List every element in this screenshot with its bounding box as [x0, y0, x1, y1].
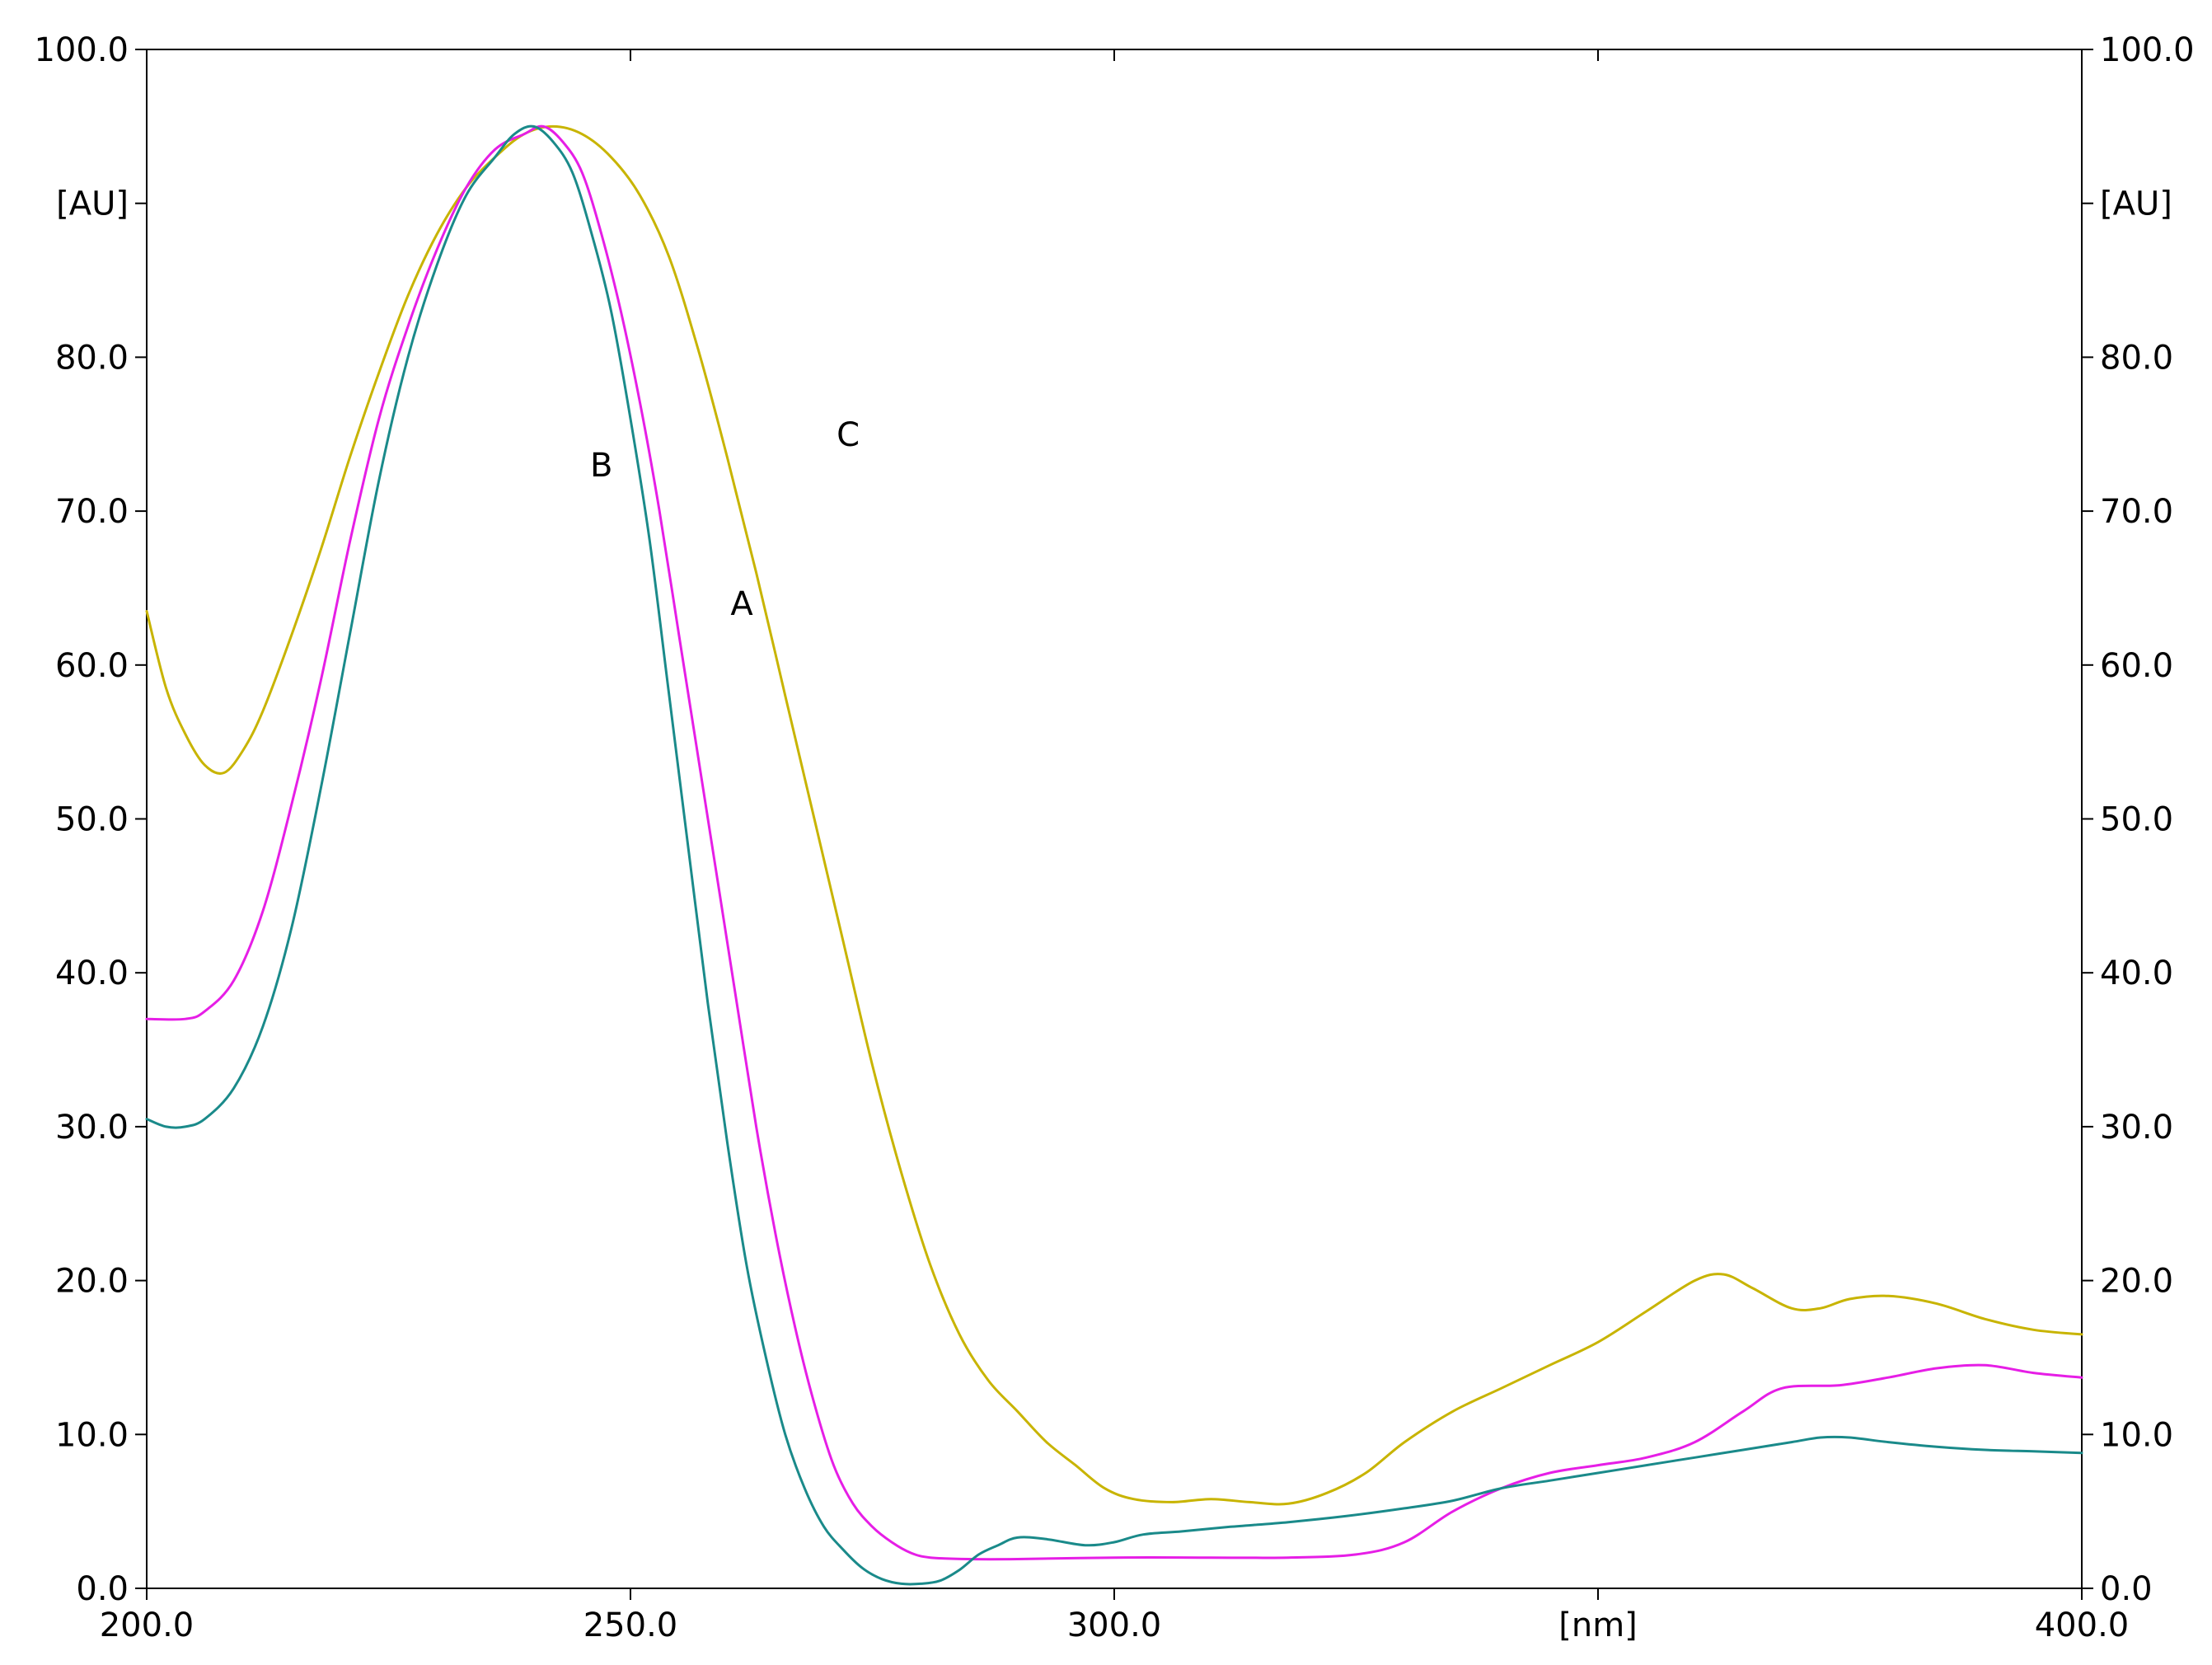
labels-layer: A B C — [590, 416, 860, 623]
y-tick-label-left: 80.0 — [55, 339, 129, 377]
y-axis-unit-label-left: [AU] — [56, 185, 129, 223]
series-line-a — [145, 124, 2083, 1561]
x-tick-label: 300.0 — [1067, 1606, 1162, 1644]
x-tick-label: 200.0 — [100, 1606, 194, 1644]
y-tick-label-left: 10.0 — [55, 1416, 129, 1454]
y-tick-label-left: 0.0 — [76, 1570, 129, 1608]
y-tick-label-right: 100.0 — [2100, 31, 2195, 69]
x-tick-label: 400.0 — [2035, 1606, 2130, 1644]
series-layer — [145, 124, 2083, 1586]
x-axis-unit-label: [nm] — [1558, 1606, 1638, 1644]
y-tick-label-right: 20.0 — [2100, 1263, 2173, 1301]
y-tick-label-right: 10.0 — [2100, 1416, 2173, 1454]
axes-layer: 200.0 250.0 300.0 [nm] 400.00.0 0.010.0 10.020… — [34, 31, 2194, 1644]
y-tick-label-right: 0.0 — [2100, 1570, 2153, 1608]
series-line-c — [145, 124, 2083, 1506]
curve-label-c: C — [837, 416, 860, 454]
curve-label-a: A — [730, 585, 753, 623]
y-tick-label-left: 50.0 — [55, 801, 129, 839]
y-tick-label-right: 30.0 — [2100, 1109, 2173, 1147]
y-axis-unit-label-right: [AU] — [2100, 185, 2172, 223]
series-line-b — [145, 124, 2083, 1586]
curve-label-b: B — [590, 447, 612, 485]
y-tick-label-left: 60.0 — [55, 647, 129, 685]
y-tick-label-left: 30.0 — [55, 1109, 129, 1147]
y-tick-label-right: 60.0 — [2100, 647, 2173, 685]
x-tick-label: 250.0 — [583, 1606, 678, 1644]
y-tick-label-right: 70.0 — [2100, 493, 2173, 531]
y-tick-label-left: 100.0 — [34, 31, 129, 69]
y-tick-label-left: 70.0 — [55, 493, 129, 531]
y-tick-label-left: 20.0 — [55, 1263, 129, 1301]
y-tick-label-left: 40.0 — [55, 954, 129, 992]
y-tick-label-right: 80.0 — [2100, 339, 2173, 377]
y-tick-label-right: 50.0 — [2100, 801, 2173, 839]
y-tick-label-right: 40.0 — [2100, 954, 2173, 992]
